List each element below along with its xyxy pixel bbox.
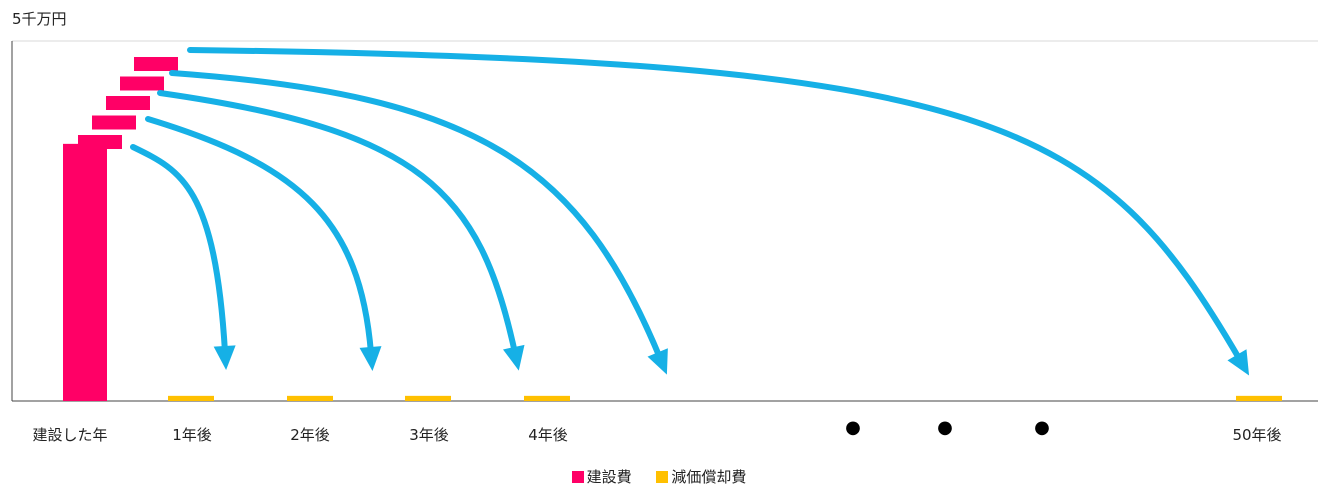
construction-segment-2 xyxy=(92,116,136,130)
construction-segment-4 xyxy=(120,77,164,91)
bar-depreciation-4 xyxy=(524,396,570,401)
depreciation-arrowhead-3 xyxy=(503,345,525,371)
legend-swatch-depreciation xyxy=(656,471,668,483)
bar-depreciation-3 xyxy=(405,396,451,401)
bar-construction-0 xyxy=(63,144,107,401)
x-tick-label-4: 4年後 xyxy=(528,426,568,444)
legend: 建設費 減価償却費 xyxy=(0,466,1318,487)
x-tick-label-3: 3年後 xyxy=(409,426,449,444)
bar-depreciation-2 xyxy=(287,396,333,401)
construction-segment-5 xyxy=(134,57,178,71)
ellipsis-dot-2: ● xyxy=(937,417,953,438)
legend-label-construction: 建設費 xyxy=(587,466,632,487)
ellipsis-dot-3: ● xyxy=(1034,417,1050,438)
construction-segment-3 xyxy=(106,96,150,110)
legend-item-depreciation: 減価償却費 xyxy=(656,466,746,487)
depreciation-arrow-2 xyxy=(148,119,371,353)
legend-swatch-construction xyxy=(572,471,584,483)
depreciation-arrow-1 xyxy=(133,147,225,352)
x-tick-label-5: 50年後 xyxy=(1232,426,1281,444)
legend-label-depreciation: 減価償却費 xyxy=(671,466,746,487)
depreciation-arrowhead-2 xyxy=(360,346,382,371)
x-tick-label-0: 建設した年 xyxy=(32,426,107,444)
bar-depreciation-5 xyxy=(1236,396,1282,401)
construction-segment-1 xyxy=(78,135,122,149)
y-axis-unit-label: 5千万円 xyxy=(12,10,67,28)
bar-depreciation-1 xyxy=(168,396,214,401)
legend-item-construction: 建設費 xyxy=(572,466,632,487)
x-tick-label-1: 1年後 xyxy=(172,426,212,444)
depreciation-arrowhead-1 xyxy=(214,345,236,370)
x-tick-label-2: 2年後 xyxy=(290,426,330,444)
depreciation-arrow-4 xyxy=(172,73,660,358)
ellipsis-dot-1: ● xyxy=(845,417,861,438)
